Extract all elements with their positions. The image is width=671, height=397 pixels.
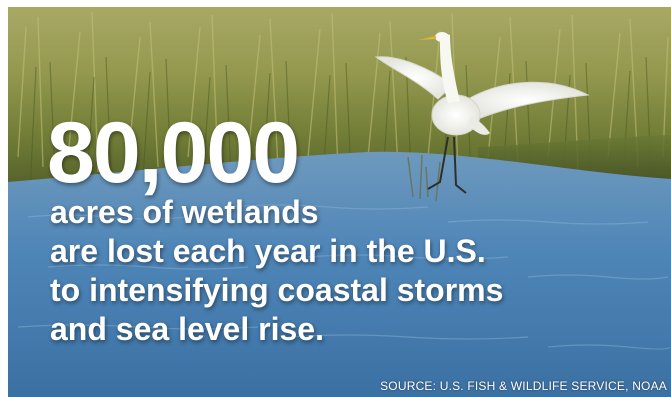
water-ripples xyxy=(17,204,671,350)
egret-bird xyxy=(374,32,590,194)
source-credit: SOURCE: U.S. FISH & WILDLIFE SERVICE, NO… xyxy=(380,379,667,393)
wetland-scene xyxy=(8,7,671,397)
wetland-photo xyxy=(8,7,671,397)
statistic-caption: acres of wetlands are lost each year in … xyxy=(50,193,503,349)
caption-line-1: acres of wetlands xyxy=(50,194,319,230)
water-reeds xyxy=(407,154,441,202)
statistic-value: 80,000 xyxy=(47,105,300,201)
caption-line-3: to intensifying coastal storms xyxy=(50,272,504,308)
caption-line-2: are lost each year in the U.S. xyxy=(50,233,486,269)
water xyxy=(8,151,671,397)
grass-blades-dark xyxy=(29,56,653,198)
caption-line-4: and sea level rise. xyxy=(50,311,324,347)
